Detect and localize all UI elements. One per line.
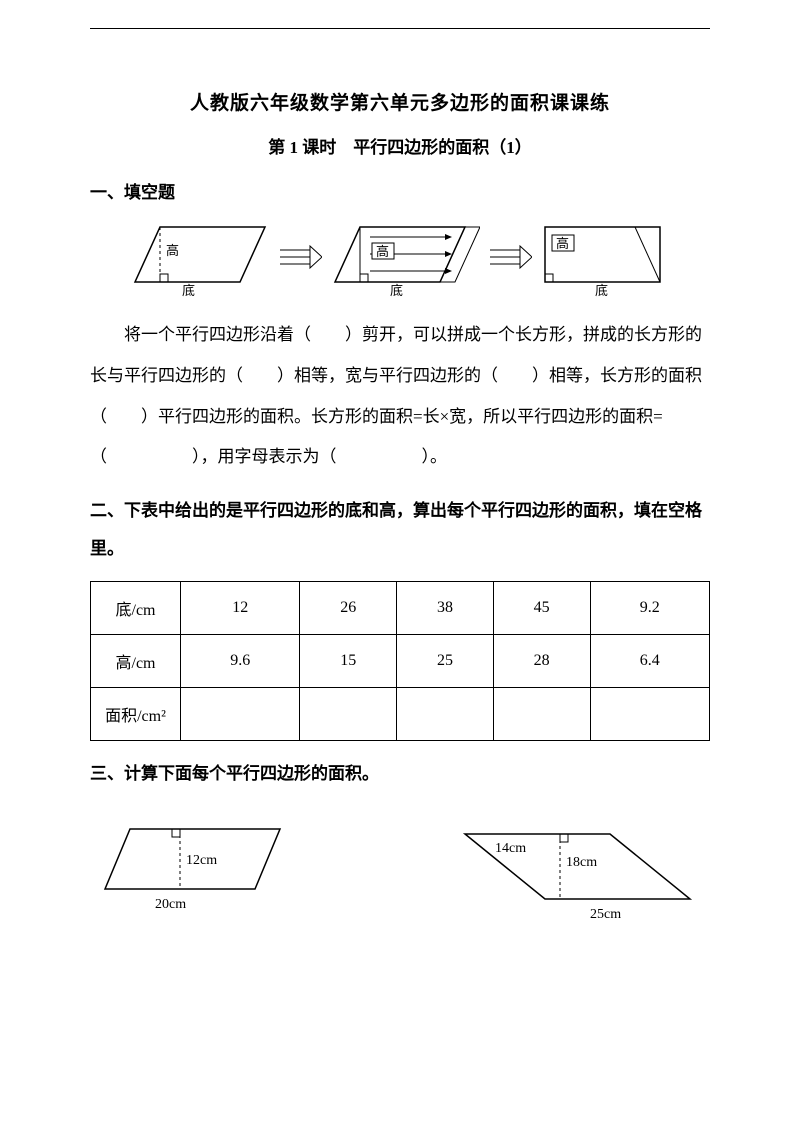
cell-area-4[interactable] (590, 687, 710, 740)
cell-height-3: 28 (493, 634, 590, 687)
section1-heading: 一、填空题 (90, 178, 710, 203)
shape1-height-label: 12cm (186, 853, 217, 868)
cell-area-0[interactable] (181, 687, 300, 740)
cell-area-1[interactable] (300, 687, 397, 740)
base-label-2: 底 (390, 283, 403, 297)
shapes-row: 12cm 20cm 14cm 18cm 25cm (90, 814, 710, 939)
cell-area-2[interactable] (397, 687, 494, 740)
fill-blank-paragraph: 将一个平行四边形沿着（ ）剪开，可以拼成一个长方形，拼成的长方形的长与平行四边形… (90, 315, 710, 478)
shape2-height-label: 18cm (566, 855, 597, 870)
cell-base-1: 26 (300, 581, 397, 634)
height-label-2b: 高 (376, 244, 389, 259)
row-label-base: 底/cm (91, 581, 181, 634)
section3-heading: 三、计算下面每个平行四边形的面积。 (90, 759, 710, 784)
shape-1: 12cm 20cm (100, 814, 300, 929)
base-label-1: 底 (182, 283, 195, 297)
cell-height-2: 25 (397, 634, 494, 687)
height-label-1: 高 (166, 243, 179, 258)
cell-base-0: 12 (181, 581, 300, 634)
table-row-height: 高/cm 9.6 15 25 28 6.4 (91, 634, 710, 687)
table-row-base: 底/cm 12 26 38 45 9.2 (91, 581, 710, 634)
cell-height-1: 15 (300, 634, 397, 687)
section2-heading: 二、下表中给出的是平行四边形的底和高，算出每个平行四边形的面积，填在空格里。 (90, 492, 710, 567)
arrow-icon-2 (488, 242, 532, 272)
data-table: 底/cm 12 26 38 45 9.2 高/cm 9.6 15 25 28 6… (90, 581, 710, 741)
cell-base-2: 38 (397, 581, 494, 634)
height-label-3: 高 (556, 236, 569, 251)
parallelogram-split: 高 底 (330, 217, 480, 297)
shape2-base-label: 25cm (590, 907, 621, 922)
cell-height-4: 6.4 (590, 634, 710, 687)
shape1-base-label: 20cm (155, 897, 186, 912)
parallelogram-1: 高 底 (130, 217, 270, 297)
cell-height-0: 9.6 (181, 634, 300, 687)
arrow-icon-1 (278, 242, 322, 272)
lesson-title: 第 1 课时 平行四边形的面积（1） (90, 133, 710, 158)
cell-base-3: 45 (493, 581, 590, 634)
page: 人教版六年级数学第六单元多边形的面积课课练 第 1 课时 平行四边形的面积（1）… (0, 0, 800, 1132)
cell-base-4: 9.2 (590, 581, 710, 634)
rectangle-result: 高 底 (540, 217, 670, 297)
row-label-area: 面积/cm² (91, 687, 181, 740)
row-label-height: 高/cm (91, 634, 181, 687)
top-rule (90, 28, 710, 29)
main-title: 人教版六年级数学第六单元多边形的面积课课练 (90, 88, 710, 115)
cell-area-3[interactable] (493, 687, 590, 740)
diagram-row: 高 底 高 底 (90, 217, 710, 297)
shape-2: 14cm 18cm 25cm (460, 814, 700, 939)
table-row-area: 面积/cm² (91, 687, 710, 740)
shape2-side-label: 14cm (495, 841, 526, 856)
base-label-3: 底 (595, 283, 608, 297)
